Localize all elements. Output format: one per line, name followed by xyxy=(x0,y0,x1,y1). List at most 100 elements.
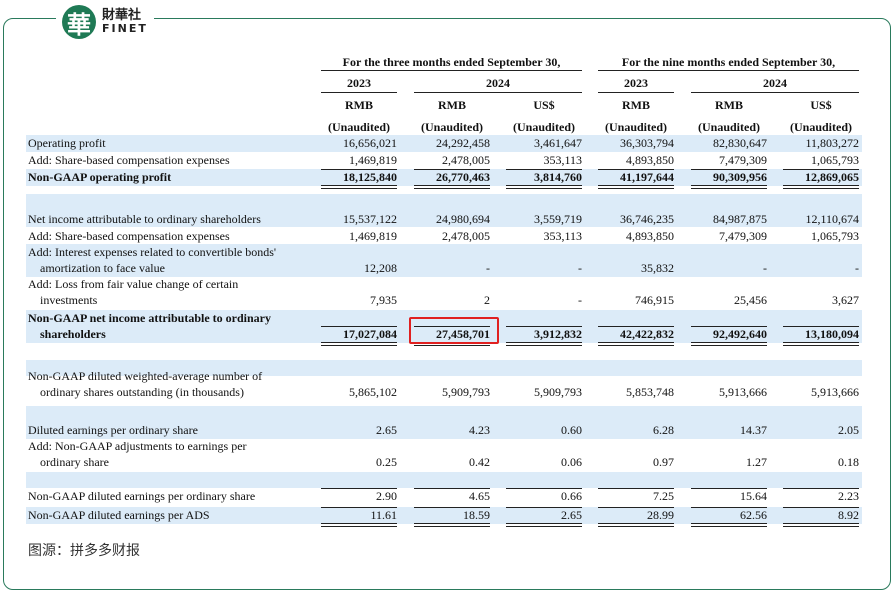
cell-value: 36,303,794 xyxy=(620,136,674,150)
year-header: 2024 xyxy=(486,76,510,90)
cell-value: 62.56 xyxy=(740,508,767,522)
row-label: Add: Share-based compensation expenses xyxy=(28,153,230,167)
cell-value: 5,909,793 xyxy=(442,385,490,399)
double-rule xyxy=(783,342,859,346)
cell-value: 7,935 xyxy=(370,293,397,307)
cell-value: 12,869,065 xyxy=(805,170,859,184)
cell-value: 7,479,309 xyxy=(719,153,767,167)
currency-header: US$ xyxy=(533,98,555,112)
cell-value: 5,913,666 xyxy=(719,385,767,399)
total-rule xyxy=(783,326,859,327)
cell-value: 42,422,832 xyxy=(620,327,674,341)
cell-value: - xyxy=(578,261,582,275)
cell-value: 18,125,840 xyxy=(343,170,397,184)
header-rule xyxy=(321,70,582,71)
row-shade xyxy=(26,360,862,376)
cell-value: 41,197,644 xyxy=(620,170,674,184)
cell-value: 27,458,701 xyxy=(436,327,490,341)
cell-value: 1,065,793 xyxy=(811,229,859,243)
total-rule xyxy=(506,507,582,508)
total-rule xyxy=(598,169,674,170)
cell-value: 4,893,850 xyxy=(626,153,674,167)
total-rule xyxy=(506,169,582,170)
row-label: investments xyxy=(40,293,98,307)
row-label: Add: Share-based compensation expenses xyxy=(28,229,230,243)
row-shade xyxy=(26,169,862,186)
cell-value: 5,913,666 xyxy=(811,385,859,399)
cell-value: 353,113 xyxy=(543,153,582,167)
row-label: Add: Interest expenses related to conver… xyxy=(28,245,277,259)
cell-value: 7.25 xyxy=(653,489,674,503)
cell-value: 746,915 xyxy=(635,293,674,307)
total-rule xyxy=(783,169,859,170)
cell-value: 3,814,760 xyxy=(534,170,582,184)
cell-value: 0.60 xyxy=(561,423,582,437)
cell-value: 25,456 xyxy=(734,293,767,307)
cell-value: 2,478,005 xyxy=(442,229,490,243)
row-shade xyxy=(26,507,862,524)
cell-value: 2.65 xyxy=(561,508,582,522)
total-rule xyxy=(321,488,397,489)
cell-value: 35,832 xyxy=(641,261,674,275)
cell-value: 1.27 xyxy=(746,455,767,469)
total-rule xyxy=(506,488,582,489)
cell-value: 15,537,122 xyxy=(343,212,397,226)
row-shade xyxy=(26,210,862,227)
row-shade xyxy=(26,406,862,422)
cell-value: 3,627 xyxy=(832,293,859,307)
status-header: (Unaudited) xyxy=(512,120,575,134)
row-label: Non-GAAP diluted earnings per ordinary s… xyxy=(28,489,256,503)
cell-value: 5,865,102 xyxy=(349,385,397,399)
row-label: amortization to face value xyxy=(40,261,165,275)
cell-value: 8.92 xyxy=(838,508,859,522)
row-shade xyxy=(26,194,862,211)
logo-en: FINET xyxy=(102,22,148,35)
cell-value: 26,770,463 xyxy=(436,170,490,184)
group-header: For the nine months ended September 30, xyxy=(621,55,836,69)
cell-value: 12,110,674 xyxy=(805,212,859,226)
currency-header: RMB xyxy=(715,98,743,112)
total-rule xyxy=(783,507,859,508)
row-label: Non-GAAP diluted weighted-average number… xyxy=(28,369,263,383)
total-rule xyxy=(691,326,767,327)
cell-value: 4.23 xyxy=(469,423,490,437)
row-label: Add: Loss from fair value change of cert… xyxy=(28,277,239,291)
cell-value: 2.05 xyxy=(838,423,859,437)
source-note: 图源：拼多多财报 xyxy=(28,543,140,559)
cell-value: 0.42 xyxy=(469,455,490,469)
cell-value: 15.64 xyxy=(740,489,767,503)
double-rule xyxy=(691,523,767,527)
total-rule xyxy=(598,488,674,489)
cell-value: 24,292,458 xyxy=(436,136,490,150)
double-rule xyxy=(506,523,582,527)
header-rule xyxy=(598,70,859,71)
cell-value: 0.66 xyxy=(561,489,582,503)
cell-value: 4.65 xyxy=(469,489,490,503)
cell-value: 17,027,084 xyxy=(343,327,397,341)
cell-value: 5,853,748 xyxy=(626,385,674,399)
year-header: 2023 xyxy=(347,76,371,90)
total-rule xyxy=(414,507,490,508)
cell-value: 0.97 xyxy=(653,455,674,469)
cell-value: 0.25 xyxy=(376,455,397,469)
cell-value: 4,893,850 xyxy=(626,229,674,243)
double-rule xyxy=(414,185,490,189)
cell-value: 11,803,272 xyxy=(805,136,859,150)
double-rule xyxy=(321,185,397,189)
cell-value: 3,912,832 xyxy=(534,327,582,341)
logo: 華 財華社 FINET xyxy=(56,2,154,42)
header-rule xyxy=(414,92,582,93)
header-rule xyxy=(598,92,674,93)
cell-value: 24,980,694 xyxy=(436,212,490,226)
cell-value: 2,478,005 xyxy=(442,153,490,167)
row-shade xyxy=(26,244,862,277)
cell-value: 6.28 xyxy=(653,423,674,437)
cell-value: 2.65 xyxy=(376,423,397,437)
currency-header: US$ xyxy=(810,98,832,112)
cell-value: - xyxy=(486,261,490,275)
double-rule xyxy=(414,523,490,527)
cell-value: 3,559,719 xyxy=(534,212,582,226)
row-label: Non-GAAP operating profit xyxy=(28,170,172,184)
cell-value: 1,469,819 xyxy=(349,153,397,167)
